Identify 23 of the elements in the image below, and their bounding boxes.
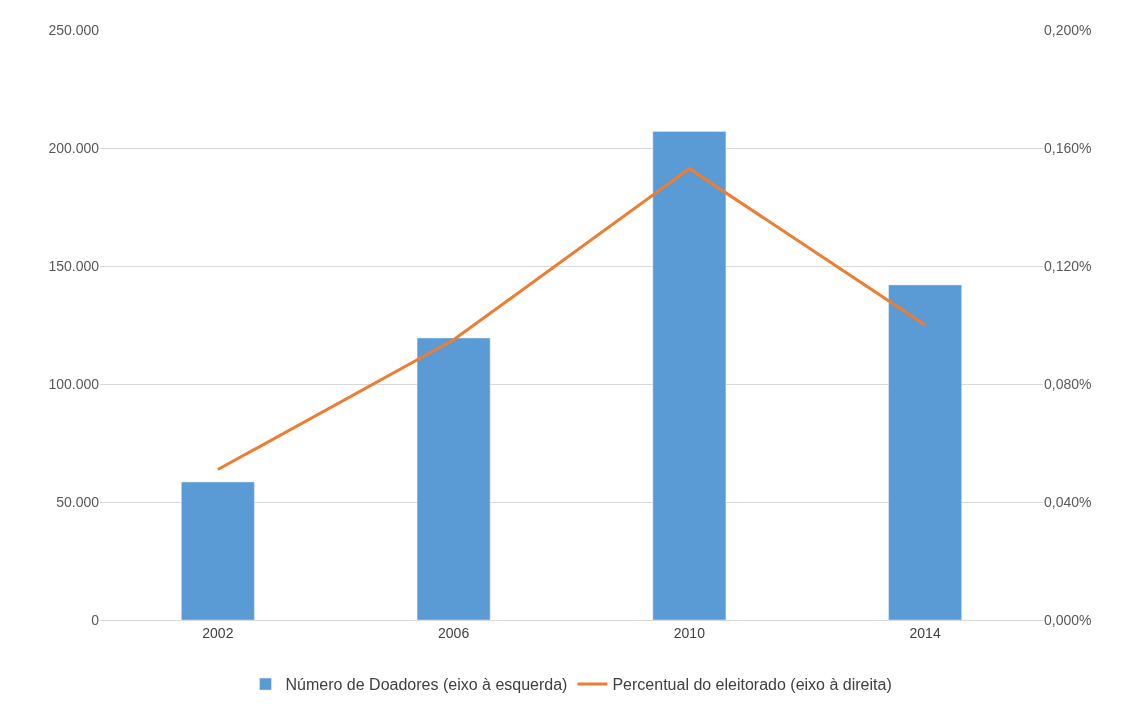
line-series bbox=[216, 167, 927, 472]
legend-label: Número de Doadores (eixo à esquerda) bbox=[285, 676, 568, 694]
y2-tick-label: 0,160% bbox=[1044, 139, 1092, 156]
bar bbox=[416, 337, 491, 620]
bar bbox=[888, 284, 962, 620]
y-tick-label: 200.000 bbox=[48, 139, 100, 156]
y2-tick-label: 0,040% bbox=[1044, 493, 1092, 510]
x-tick-label: 2006 bbox=[438, 624, 470, 641]
y2-tick-label: 0,000% bbox=[1044, 611, 1092, 628]
y2-tick-label: 0,120% bbox=[1044, 257, 1092, 274]
bar bbox=[652, 131, 727, 620]
y-tick-label: 100.000 bbox=[48, 375, 100, 392]
x-tick-label: 2002 bbox=[202, 624, 234, 641]
y2-tick-label: 0,080% bbox=[1044, 375, 1092, 392]
y-tick-label: 150.000 bbox=[48, 257, 100, 274]
y2-tick-label: 0,200% bbox=[1044, 21, 1092, 38]
x-tick-label: 2010 bbox=[673, 624, 706, 641]
legend-label: Percentual do eleitorado (eixo à direita) bbox=[612, 676, 892, 694]
bar bbox=[181, 481, 255, 620]
x-tick-label: 2014 bbox=[909, 624, 941, 641]
y-tick-label: 50.000 bbox=[56, 493, 100, 510]
y-tick-label: 0 bbox=[91, 611, 100, 628]
y-tick-label: 250.000 bbox=[48, 21, 100, 38]
